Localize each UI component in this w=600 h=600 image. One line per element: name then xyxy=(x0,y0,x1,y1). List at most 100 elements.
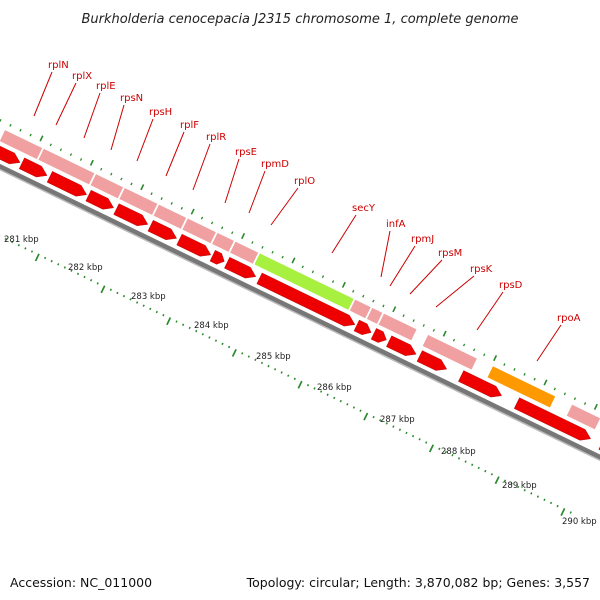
tick-mark xyxy=(533,377,536,381)
gene-block xyxy=(118,186,159,216)
tick-mark xyxy=(313,387,316,390)
cds-track xyxy=(0,145,600,451)
cds-arrow xyxy=(113,203,149,227)
tick-mark xyxy=(291,257,296,264)
kbp-label: 290 kbp xyxy=(562,517,597,527)
tick-mark xyxy=(523,372,526,376)
tick-mark xyxy=(331,280,335,283)
tick-mark xyxy=(247,355,250,358)
tick-mark xyxy=(523,488,526,492)
tick-mark xyxy=(405,431,408,435)
gene-label: rplN xyxy=(48,60,69,71)
tick-mark xyxy=(160,197,163,200)
tick-mark xyxy=(150,192,153,196)
leader-line xyxy=(110,104,125,151)
tick-mark xyxy=(155,310,158,314)
gene-block xyxy=(89,173,125,200)
tick-mark xyxy=(281,255,284,259)
leader-line xyxy=(409,259,443,295)
tick-mark xyxy=(44,256,47,260)
tick-mark xyxy=(503,363,506,366)
cds-arrow xyxy=(386,335,417,356)
tick-mark xyxy=(136,301,139,304)
leader-line xyxy=(192,143,211,191)
tick-mark xyxy=(494,476,500,485)
tick-mark xyxy=(543,379,548,386)
cds-arrow xyxy=(513,397,592,441)
gene-label: rplO xyxy=(294,176,315,187)
tick-mark xyxy=(109,288,112,291)
tick-mark xyxy=(402,314,405,318)
tick-mark xyxy=(352,289,355,293)
tick-mark xyxy=(261,245,264,249)
tick-mark xyxy=(100,167,103,171)
tick-mark xyxy=(363,412,369,421)
leader-line xyxy=(83,92,101,139)
tick-mark xyxy=(166,317,172,326)
tick-mark xyxy=(110,172,113,176)
tick-mark xyxy=(451,453,454,457)
tick-mark xyxy=(503,479,507,482)
tick-mark xyxy=(372,415,375,419)
tick-mark xyxy=(412,319,415,323)
kbp-label: 287 kbp xyxy=(380,415,415,425)
tick-mark xyxy=(251,241,254,244)
tick-mark xyxy=(442,330,447,337)
cds-arrow xyxy=(353,319,372,335)
leader-line xyxy=(380,230,391,278)
gene-label: rpmD xyxy=(261,159,289,170)
tick-mark xyxy=(188,326,191,330)
gene-track xyxy=(0,129,600,431)
tick-mark xyxy=(4,237,7,241)
kbp-label: 289 kbp xyxy=(502,481,537,491)
gene-block xyxy=(181,217,217,245)
tick-mark xyxy=(195,329,198,333)
tick-mark xyxy=(175,320,178,323)
tick-mark xyxy=(392,306,397,313)
tick-mark xyxy=(339,399,342,403)
tick-mark xyxy=(39,135,44,142)
tick-mark xyxy=(553,387,556,391)
gene-label: rpsN xyxy=(120,93,143,104)
cds-arrow xyxy=(209,250,225,265)
kbp-label: 286 kbp xyxy=(317,383,352,393)
tick-mark xyxy=(170,202,173,205)
tick-mark xyxy=(326,393,329,396)
tick-mark xyxy=(513,368,516,371)
tick-mark xyxy=(301,265,304,269)
gene-block xyxy=(0,129,44,161)
tick-mark xyxy=(573,397,577,401)
tick-mark xyxy=(362,294,365,298)
tick-mark xyxy=(462,343,466,347)
gene-block xyxy=(152,203,188,230)
gene-label: infA xyxy=(386,219,406,230)
gene-block xyxy=(565,403,600,431)
gene-label: rpsE xyxy=(235,147,257,158)
gene-label: rplX xyxy=(72,71,92,82)
backbone-shadow xyxy=(0,168,600,462)
tick-mark xyxy=(17,243,20,247)
cds-arrow xyxy=(0,145,21,165)
genome-summary-text: Topology: circular; Length: 3,870,082 bp… xyxy=(246,575,590,590)
gene-label: rpsK xyxy=(470,264,493,275)
leader-line xyxy=(331,214,357,254)
gene-block xyxy=(348,298,372,320)
tick-mark xyxy=(569,511,572,514)
tick-mark xyxy=(422,324,425,327)
leader-line xyxy=(165,131,185,177)
tick-mark xyxy=(59,148,63,152)
tick-mark xyxy=(76,272,80,276)
tick-mark xyxy=(543,498,546,501)
leader-line xyxy=(536,324,562,362)
tick-mark xyxy=(306,383,310,387)
leader-line xyxy=(248,170,266,214)
tick-mark xyxy=(254,358,257,361)
tick-mark xyxy=(210,221,214,225)
tick-mark xyxy=(122,294,126,298)
tick-mark xyxy=(96,282,99,285)
tick-mark xyxy=(477,466,480,470)
cds-arrow xyxy=(85,189,114,210)
tick-mark xyxy=(149,307,152,311)
tick-mark xyxy=(321,275,325,279)
